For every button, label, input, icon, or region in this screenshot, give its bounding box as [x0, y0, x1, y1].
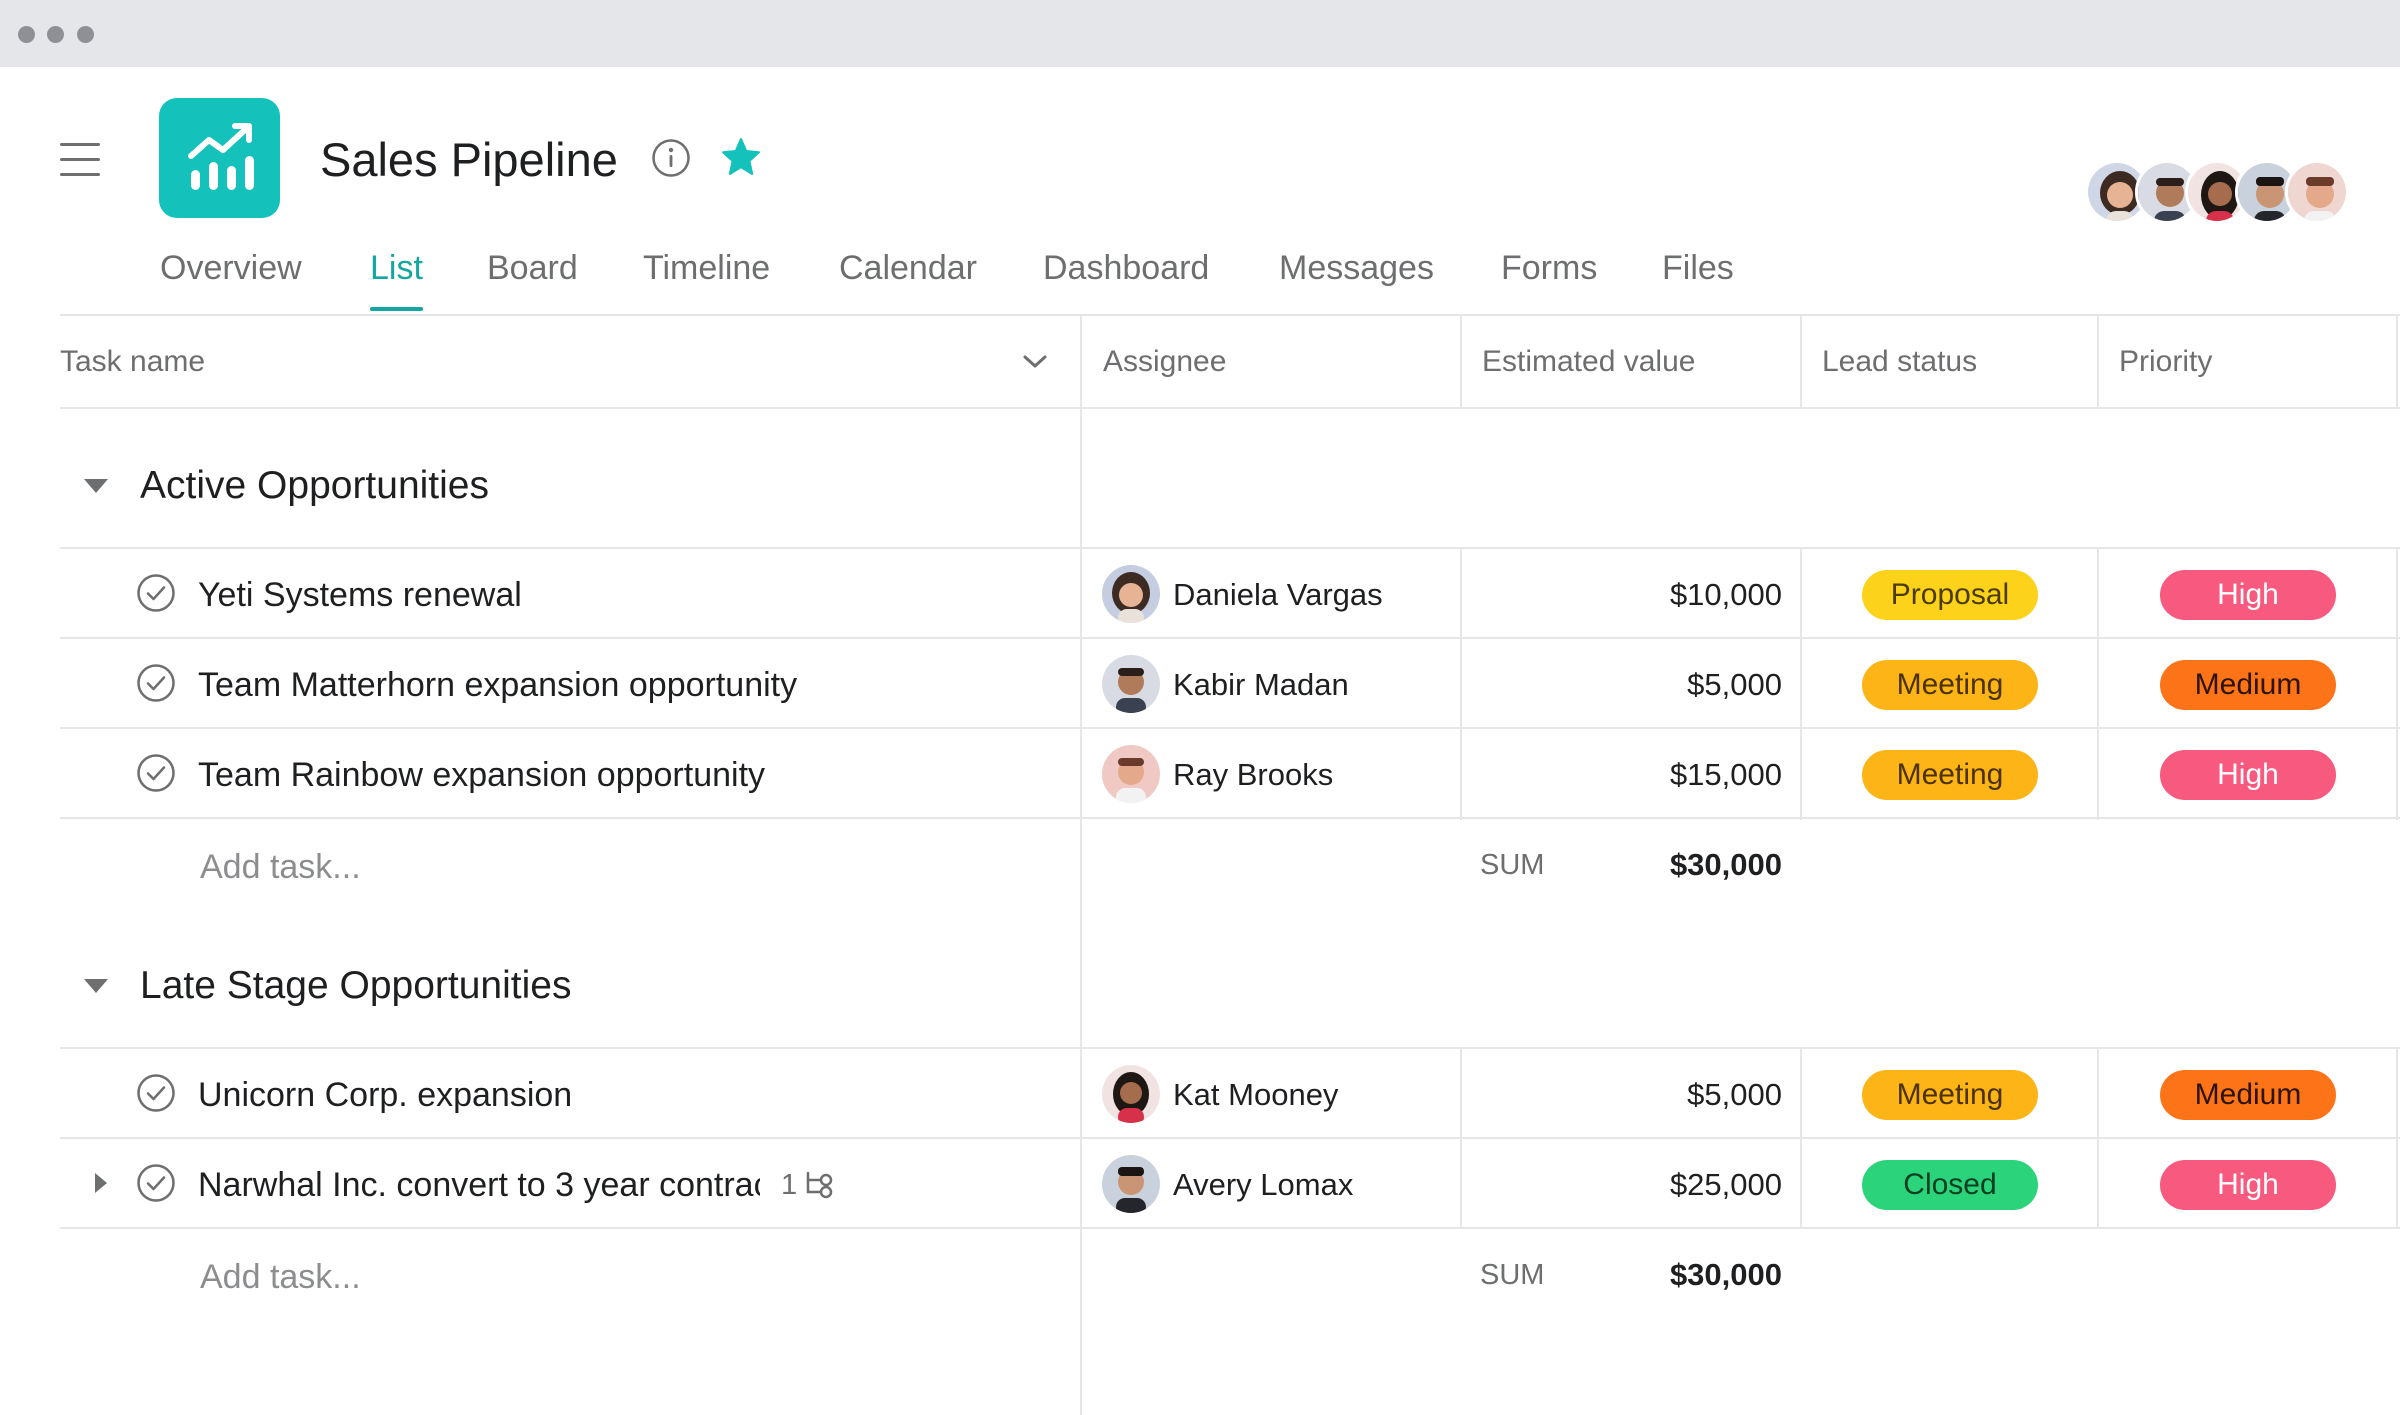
- lead-status-badge[interactable]: Closed: [1862, 1160, 2038, 1210]
- estimated-value[interactable]: $25,000: [1669, 1167, 1782, 1202]
- complete-task-check-icon[interactable]: [136, 573, 176, 613]
- row-divider: [60, 1047, 2400, 1049]
- avatar[interactable]: [2185, 160, 2249, 224]
- avatar[interactable]: [1102, 745, 1160, 803]
- column-divider: [1460, 316, 1462, 408]
- assignee-name: Kat Mooney: [1173, 1077, 1339, 1112]
- avatar[interactable]: [1102, 565, 1160, 623]
- column-divider: [2097, 316, 2099, 408]
- add-task-button[interactable]: Add task...: [200, 1258, 361, 1296]
- tab-messages[interactable]: Messages: [1279, 249, 1434, 287]
- row-divider: [60, 727, 2400, 729]
- lead-status-badge[interactable]: Meeting: [1862, 660, 2038, 710]
- priority-badge[interactable]: Medium: [2160, 1070, 2336, 1120]
- avatar[interactable]: [2285, 160, 2349, 224]
- row-divider: [60, 407, 2400, 409]
- sum-value: $30,000: [1669, 847, 1782, 882]
- estimated-value[interactable]: $5,000: [1687, 1077, 1782, 1112]
- subtask-icon[interactable]: [803, 1170, 837, 1200]
- column-divider: [2097, 548, 2099, 820]
- column-divider: [1800, 548, 1802, 820]
- tab-forms[interactable]: Forms: [1501, 249, 1598, 287]
- priority-badge[interactable]: High: [2160, 750, 2336, 800]
- tab-dashboard[interactable]: Dashboard: [1043, 249, 1210, 287]
- complete-task-check-icon[interactable]: [136, 663, 176, 703]
- priority-badge[interactable]: High: [2160, 570, 2336, 620]
- task-name[interactable]: Team Matterhorn expansion opportunity: [198, 666, 798, 704]
- avatar[interactable]: [1102, 655, 1160, 713]
- complete-task-check-icon[interactable]: [136, 753, 176, 793]
- column-header-lead-status[interactable]: Lead status: [1822, 345, 1978, 378]
- tab-board[interactable]: Board: [487, 249, 578, 287]
- chevron-down-icon[interactable]: [1021, 352, 1049, 372]
- priority-badge[interactable]: Medium: [2160, 660, 2336, 710]
- page-title[interactable]: Sales Pipeline: [320, 133, 618, 186]
- add-task-button[interactable]: Add task...: [200, 848, 361, 886]
- row-divider: [60, 1227, 2400, 1229]
- info-icon[interactable]: [651, 138, 691, 178]
- estimated-value[interactable]: $5,000: [1687, 667, 1782, 702]
- lead-status-badge[interactable]: Proposal: [1862, 570, 2038, 620]
- project-icon[interactable]: [159, 98, 280, 218]
- tabs-divider: [60, 314, 2400, 316]
- lead-status-badge[interactable]: Meeting: [1862, 1070, 2038, 1120]
- row-divider: [60, 817, 2400, 819]
- column-divider: [1460, 548, 1462, 820]
- tab-timeline[interactable]: Timeline: [643, 249, 771, 287]
- column-header-estimated-value[interactable]: Estimated value: [1482, 345, 1696, 378]
- column-divider: [1080, 316, 1082, 1415]
- complete-task-check-icon[interactable]: [136, 1073, 176, 1113]
- row-divider: [60, 547, 2400, 549]
- hamburger-menu-icon[interactable]: [60, 141, 100, 177]
- assignee-name: Avery Lomax: [1173, 1167, 1354, 1202]
- tab-files[interactable]: Files: [1662, 249, 1734, 287]
- row-divider: [60, 1137, 2400, 1139]
- window-dot[interactable]: [47, 26, 64, 43]
- window-dot[interactable]: [77, 26, 94, 43]
- tab-list[interactable]: List: [370, 243, 423, 311]
- window-dot[interactable]: [18, 26, 35, 43]
- sum-value: $30,000: [1669, 1257, 1782, 1292]
- section-title[interactable]: Late Stage Opportunities: [140, 964, 572, 1007]
- priority-badge[interactable]: High: [2160, 1160, 2336, 1210]
- assignee-name: Kabir Madan: [1173, 667, 1349, 702]
- assignee-name: Ray Brooks: [1173, 757, 1334, 792]
- assignee-name: Daniela Vargas: [1173, 577, 1383, 612]
- avatar[interactable]: [1102, 1155, 1160, 1213]
- sum-label: SUM: [1480, 849, 1545, 881]
- expand-subtasks-caret-icon[interactable]: [92, 1170, 110, 1196]
- section-collapse-caret-icon[interactable]: [81, 976, 111, 996]
- section-collapse-caret-icon[interactable]: [81, 476, 111, 496]
- avatar[interactable]: [1102, 1065, 1160, 1123]
- tab-calendar[interactable]: Calendar: [839, 249, 977, 287]
- star-icon[interactable]: [720, 136, 762, 178]
- column-header-priority[interactable]: Priority: [2119, 345, 2213, 378]
- project-members[interactable]: [2085, 160, 2355, 224]
- task-name[interactable]: Team Rainbow expansion opportunity: [198, 756, 766, 794]
- window-title-bar: [0, 0, 2400, 67]
- complete-task-check-icon[interactable]: [136, 1163, 176, 1203]
- estimated-value[interactable]: $15,000: [1669, 757, 1782, 792]
- sum-label: SUM: [1480, 1259, 1545, 1291]
- column-divider: [2396, 316, 2398, 408]
- row-divider: [60, 637, 2400, 639]
- chart-growth-icon: [188, 123, 254, 190]
- tab-overview[interactable]: Overview: [160, 249, 302, 287]
- lead-status-badge[interactable]: Meeting: [1862, 750, 2038, 800]
- column-header-task-name[interactable]: Task name: [60, 345, 206, 378]
- task-name[interactable]: Yeti Systems renewal: [198, 576, 522, 614]
- column-header-assignee[interactable]: Assignee: [1103, 345, 1227, 378]
- task-name[interactable]: Unicorn Corp. expansion: [198, 1076, 573, 1114]
- column-divider: [2396, 548, 2398, 820]
- section-title[interactable]: Active Opportunities: [140, 464, 490, 507]
- task-name[interactable]: Narwhal Inc. convert to 3 year contract: [198, 1166, 760, 1204]
- column-divider: [1800, 316, 1802, 408]
- estimated-value[interactable]: $10,000: [1669, 577, 1782, 612]
- subtask-count[interactable]: 1: [781, 1169, 798, 1201]
